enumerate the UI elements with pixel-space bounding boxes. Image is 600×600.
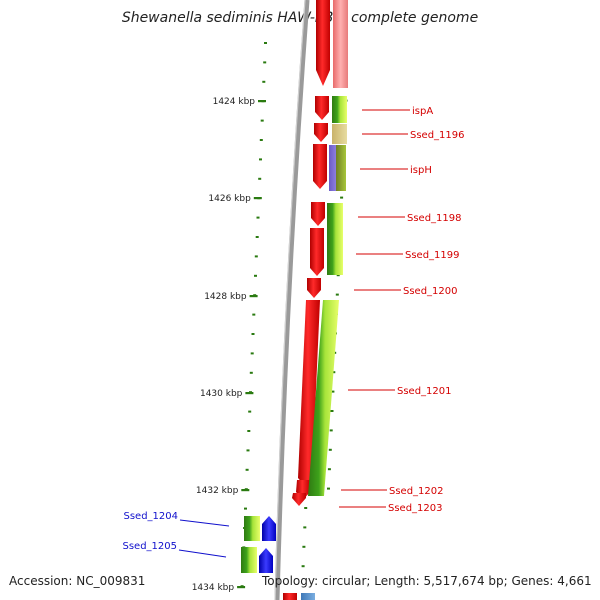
cog-block-ispH-a (329, 145, 336, 191)
tick-mark (331, 390, 335, 393)
tick-mark (245, 468, 249, 471)
tick-mark (246, 449, 250, 452)
gene-arrow-upstream-1 (316, 0, 330, 86)
gene-label-ssed_1201[interactable]: Ssed_1201 (397, 386, 452, 397)
gene-arrow-downstream-2 (301, 593, 315, 600)
gene-label-ssed_1203[interactable]: Ssed_1203 (388, 503, 443, 514)
gene-label-ssed_1204[interactable]: Ssed_1204 (123, 511, 178, 522)
kbp-label: 1428 kbp (204, 292, 247, 302)
cog-block-ispA (332, 96, 347, 123)
tick-mark (249, 371, 253, 374)
gene-arrow-Ssed_1199 (310, 228, 324, 276)
gene-label-isph[interactable]: ispH (410, 165, 432, 176)
cog-block-Ssed_1198 (327, 203, 343, 275)
gene-label-ssed_1198[interactable]: Ssed_1198 (407, 213, 462, 224)
tick-mark (263, 61, 267, 64)
feature-track-reverse (259, 516, 276, 573)
kbp-tick (249, 295, 258, 298)
kbp-tick (258, 100, 266, 103)
tick-mark (258, 177, 262, 180)
tick-mark (304, 507, 308, 509)
kbp-tick (241, 489, 250, 492)
gene-label-ispa[interactable]: ispA (412, 106, 433, 117)
tick-mark (256, 216, 260, 219)
kbp-axis: 1424 kbp 1426 kbp 1428 kbp 1430 kbp 1432 kbp… (192, 97, 266, 593)
gene-arrow-Ssed_1196 (314, 123, 328, 142)
kbp-label: 1432 kbp (196, 486, 239, 496)
cog-block-ispH-b (336, 145, 346, 191)
kbp-tick (253, 197, 262, 200)
tick-mark (244, 507, 247, 510)
map-title: Shewanella sediminis HAW-EB3, complete g… (121, 10, 479, 26)
gene-arrow-Ssed_1205 (259, 548, 273, 573)
tick-mark (329, 429, 333, 432)
cog-block-Ssed_1196 (332, 124, 347, 144)
tick-mark (247, 430, 251, 432)
tick-mark (260, 119, 264, 122)
cog-block-Ssed_1204 (244, 516, 260, 541)
gene-label-leader (179, 519, 230, 527)
gene-arrow-Ssed_1203 (292, 493, 306, 506)
cog-block-upstream (333, 0, 348, 88)
tick-mark (327, 468, 331, 471)
accession-label: Accession: NC_009831 (9, 574, 146, 588)
tick-mark (340, 196, 344, 199)
kbp-tick (237, 586, 246, 589)
gene-arrow-ispH (313, 144, 327, 189)
gene-label-ssed_1196[interactable]: Ssed_1196 (410, 130, 465, 141)
genome-backbone (274, 0, 310, 600)
tick-mark (332, 371, 336, 374)
tick-mark (264, 42, 267, 44)
tick-mark (262, 80, 266, 83)
feature-track-cds (283, 0, 330, 600)
tick-mark (259, 158, 262, 161)
tick-mark (303, 526, 307, 529)
tick-mark (254, 274, 257, 277)
gene-label-leader (178, 549, 227, 558)
gene-label-ssed_1200[interactable]: Ssed_1200 (403, 286, 458, 297)
gene-labels: ispA Ssed_1196 ispH Ssed_1198 Ssed_1199 Ssed_… (122, 106, 465, 558)
kbp-label: 1434 kbp (192, 583, 235, 593)
tick-mark (251, 333, 255, 335)
tick-mark (254, 255, 258, 258)
tick-mark (327, 487, 330, 490)
topology-label: Topology: circular; Length: 5,517,674 bp… (262, 574, 592, 588)
kbp-label: 1424 kbp (213, 97, 256, 107)
gene-arrow-Ssed_1198 (311, 202, 325, 226)
kbp-tick (245, 392, 254, 395)
feature-track-cog (241, 0, 348, 573)
gene-arrow-Ssed_1201 (298, 300, 320, 486)
tick-mark (301, 565, 305, 568)
tick-mark (252, 313, 256, 316)
gene-arrow-Ssed_1200 (307, 278, 321, 298)
tick-mark (302, 545, 306, 548)
gene-arrow-ispA (315, 96, 329, 120)
cog-block-Ssed_1205 (241, 547, 257, 573)
tick-mark (259, 139, 263, 141)
cog-block-Ssed_1201 (308, 300, 339, 496)
tick-mark (255, 236, 259, 238)
gene-label-ssed_1205[interactable]: Ssed_1205 (122, 541, 177, 552)
tick-mark (328, 448, 332, 451)
tick-mark (250, 352, 254, 355)
tick-mark (336, 274, 340, 277)
gene-label-ssed_1199[interactable]: Ssed_1199 (405, 250, 460, 261)
tick-mark (330, 410, 334, 412)
kbp-label: 1426 kbp (208, 194, 251, 204)
tick-mark (335, 293, 339, 296)
kbp-label: 1430 kbp (200, 389, 243, 399)
gene-arrow-downstream-1 (283, 593, 297, 600)
tick-mark (248, 410, 252, 413)
gene-label-ssed_1202[interactable]: Ssed_1202 (389, 486, 444, 497)
gene-arrow-Ssed_1204 (262, 516, 276, 541)
